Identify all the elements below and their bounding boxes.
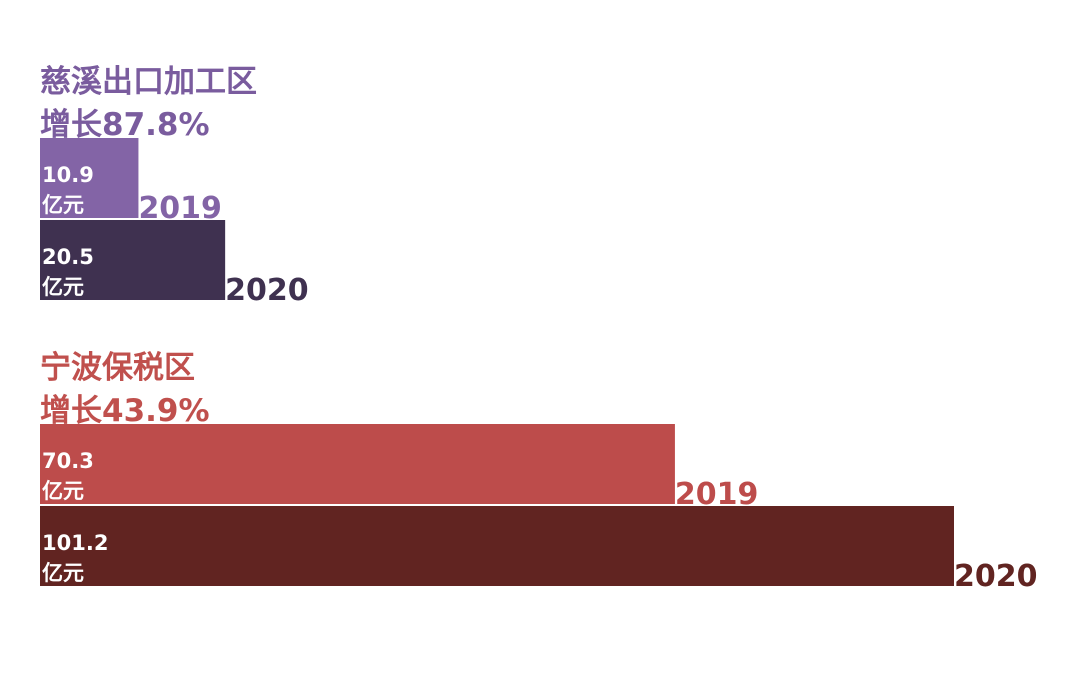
value-label: 70.3	[42, 449, 94, 473]
value-label: 10.9	[42, 163, 94, 187]
value-unit: 亿元	[42, 479, 84, 503]
bar	[40, 506, 954, 586]
bar	[40, 424, 675, 504]
value-label: 101.2	[42, 531, 108, 555]
value-label: 20.5	[42, 245, 94, 269]
bar	[40, 220, 226, 300]
chart-title: 慈溪出口加工区	[40, 64, 257, 100]
chart-title: 宁波保税区	[40, 350, 195, 386]
chart-subtitle: 增长43.9%	[40, 393, 210, 429]
category-label: 2020	[225, 273, 309, 308]
bar	[40, 138, 139, 218]
category-label: 2020	[954, 559, 1038, 594]
value-unit: 亿元	[42, 275, 84, 299]
chart-subtitle: 增长87.8%	[40, 107, 210, 143]
value-unit: 亿元	[42, 193, 84, 217]
value-unit: 亿元	[42, 561, 84, 585]
